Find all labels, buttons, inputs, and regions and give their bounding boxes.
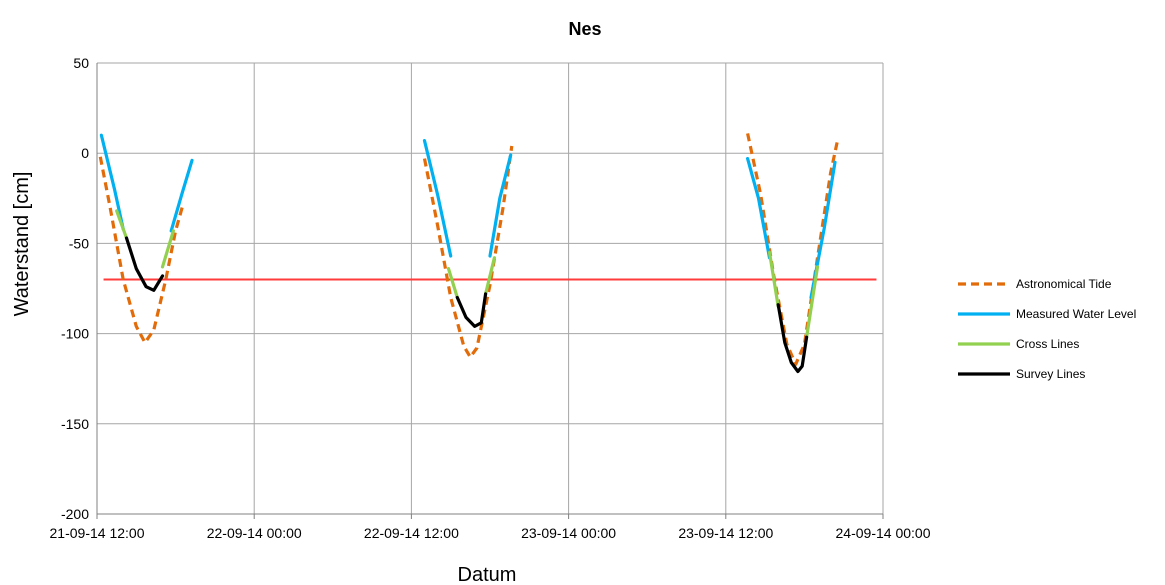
series-line-astronomical-tide bbox=[422, 145, 514, 359]
series-line-measured-water-level bbox=[422, 139, 453, 258]
x-ticks: 21-09-14 12:00 22-09-14 00:00 22-09-14 12:… bbox=[50, 525, 931, 541]
plot-area bbox=[98, 133, 877, 374]
series-line-measured-water-level bbox=[99, 133, 125, 231]
series-line-cross-lines bbox=[446, 267, 459, 300]
legend-label-measured-water-level: Measured Water Level bbox=[1016, 307, 1136, 321]
legend: Astronomical Tide Measured Water Level Cro… bbox=[958, 277, 1136, 381]
x-tick-label: 22-09-14 12:00 bbox=[364, 525, 459, 541]
series-line-measured-water-level bbox=[745, 157, 772, 260]
legend-label-astronomical-tide: Astronomical Tide bbox=[1016, 277, 1112, 291]
x-tick-label: 23-09-14 00:00 bbox=[521, 525, 616, 541]
y-tick-label: -200 bbox=[61, 506, 89, 522]
legend-label-survey-lines: Survey Lines bbox=[1016, 367, 1085, 381]
series-line-cross-lines bbox=[767, 250, 780, 309]
series-line-survey-lines bbox=[455, 292, 488, 328]
chart-title: Nes bbox=[568, 19, 601, 39]
x-tick-label: 24-09-14 00:00 bbox=[836, 525, 931, 541]
x-axis-label: Datum bbox=[458, 564, 517, 585]
series-measured-water-level bbox=[99, 133, 837, 300]
series-line-astronomical-tide bbox=[746, 133, 839, 366]
series-line-survey-lines bbox=[776, 303, 809, 374]
y-ticks: 50 0 -50 -100 -150 -200 bbox=[61, 55, 89, 522]
y-tick-label: 0 bbox=[81, 145, 89, 161]
x-tick-label: 21-09-14 12:00 bbox=[50, 525, 145, 541]
series-astronomical-tide bbox=[98, 133, 839, 366]
grid bbox=[96, 62, 884, 519]
series-line-measured-water-level bbox=[488, 153, 513, 258]
x-tick-label: 23-09-14 12:00 bbox=[678, 525, 773, 541]
series-line-cross-lines bbox=[484, 256, 496, 296]
x-tick-label: 22-09-14 00:00 bbox=[207, 525, 302, 541]
series-line-survey-lines bbox=[124, 236, 165, 292]
y-axis-label: Waterstand [cm] bbox=[11, 172, 33, 317]
y-tick-label: -100 bbox=[61, 326, 89, 342]
series-line-astronomical-tide bbox=[98, 156, 184, 345]
y-tick-label: -50 bbox=[69, 235, 89, 251]
series-survey-lines bbox=[124, 236, 809, 374]
series-line-cross-lines bbox=[160, 229, 175, 269]
legend-label-cross-lines: Cross Lines bbox=[1016, 337, 1079, 351]
series-cross-lines bbox=[115, 209, 820, 339]
series-line-cross-lines bbox=[115, 209, 129, 240]
y-tick-label: 50 bbox=[73, 55, 89, 71]
y-tick-label: -150 bbox=[61, 416, 89, 432]
series-line-cross-lines bbox=[804, 265, 820, 339]
series-line-measured-water-level bbox=[169, 158, 194, 233]
